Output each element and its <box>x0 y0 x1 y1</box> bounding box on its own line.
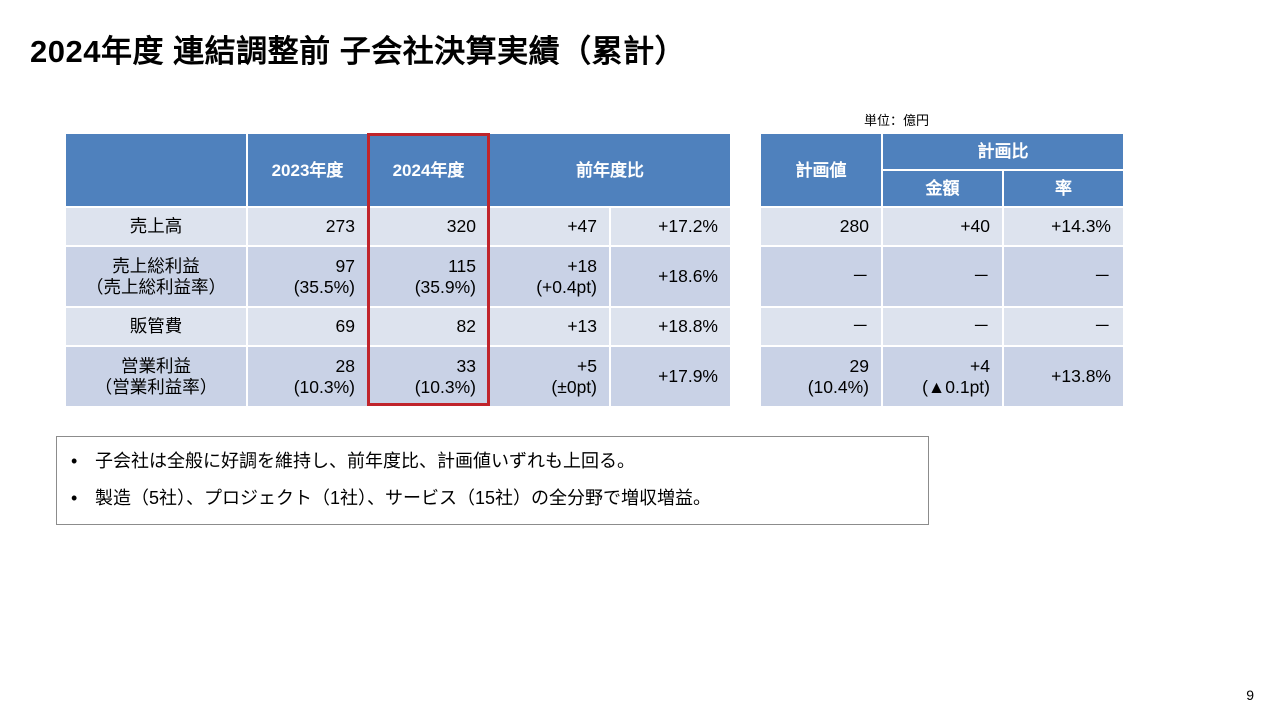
cell-plan: 29 (10.4%) <box>761 346 883 408</box>
table-row: － － － <box>761 307 1125 347</box>
cell-fy2024: 115 (35.9%) <box>368 246 490 308</box>
cell-fy2023: 69 <box>247 307 369 347</box>
cell-yoy-diff: +47 <box>489 207 611 247</box>
header-yoy: 前年度比 <box>489 134 732 208</box>
table-row: 29 (10.4%) +4 (▲0.1pt) +13.8% <box>761 346 1125 408</box>
note-item: • 製造（5社）、プロジェクト（1社）、サービス（15社）の全分野で増収増益。 <box>71 488 928 508</box>
header-rate: 率 <box>1003 170 1125 208</box>
cell-rate: － <box>1003 307 1125 347</box>
note-item: • 子会社は全般に好調を維持し、前年度比、計画値いずれも上回る。 <box>71 451 928 471</box>
cell-yoy-diff: +18 (+0.4pt) <box>489 246 611 308</box>
table-row: 280 +40 +14.3% <box>761 207 1125 247</box>
header-fy2024: 2024年度 <box>368 134 490 208</box>
unit-label: 単位：億円 <box>864 113 930 128</box>
cell-fy2023: 28 (10.3%) <box>247 346 369 408</box>
cell-amount: +4 (▲0.1pt) <box>882 346 1004 408</box>
cell-yoy-pct: +18.6% <box>610 246 732 308</box>
bullet-icon: • <box>71 488 78 508</box>
cell-yoy-diff: +13 <box>489 307 611 347</box>
cell-amount: － <box>882 307 1004 347</box>
row-label: 売上高 <box>66 207 248 247</box>
cell-fy2024: 33 (10.3%) <box>368 346 490 408</box>
cell-amount: +40 <box>882 207 1004 247</box>
row-label: 販管費 <box>66 307 248 347</box>
table-row: 営業利益 （営業利益率） 28 (10.3%) 33 (10.3%) +5 (±0pt)… <box>66 346 732 408</box>
table-row: － － － <box>761 246 1125 308</box>
cell-plan: － <box>761 246 883 308</box>
notes-box: • 子会社は全般に好調を維持し、前年度比、計画値いずれも上回る。 • 製造（5社）、… <box>56 436 929 525</box>
header-fy2023: 2023年度 <box>247 134 369 208</box>
header-plan-value: 計画値 <box>761 134 883 208</box>
note-text: 製造（5社）、プロジェクト（1社）、サービス（15社）の全分野で増収増益。 <box>95 488 712 508</box>
row-label: 営業利益 （営業利益率） <box>66 346 248 408</box>
plan-comparison-table: 計画値 計画比 金額 率 280 +40 +14.3% － － － － － － … <box>761 134 1125 408</box>
cell-yoy-pct: +17.2% <box>610 207 732 247</box>
header-corner <box>66 134 248 208</box>
cell-plan: 280 <box>761 207 883 247</box>
cell-yoy-pct: +17.9% <box>610 346 732 408</box>
results-table: 2023年度 2024年度 前年度比 売上高 273 320 +47 +17.2… <box>66 134 732 408</box>
cell-rate: +14.3% <box>1003 207 1125 247</box>
page-number: 9 <box>1246 687 1254 703</box>
row-label: 売上総利益 （売上総利益率） <box>66 246 248 308</box>
cell-yoy-diff: +5 (±0pt) <box>489 346 611 408</box>
cell-fy2023: 97 (35.5%) <box>247 246 369 308</box>
cell-rate: +13.8% <box>1003 346 1125 408</box>
cell-fy2024: 320 <box>368 207 490 247</box>
cell-rate: － <box>1003 246 1125 308</box>
cell-plan: － <box>761 307 883 347</box>
cell-fy2023: 273 <box>247 207 369 247</box>
bullet-icon: • <box>71 451 78 471</box>
page-title: 2024年度 連結調整前 子会社決算実績（累計） <box>30 34 687 69</box>
table-row: 売上総利益 （売上総利益率） 97 (35.5%) 115 (35.9%) +18 (+… <box>66 246 732 308</box>
cell-amount: － <box>882 246 1004 308</box>
table-row: 売上高 273 320 +47 +17.2% <box>66 207 732 247</box>
table-row: 販管費 69 82 +13 +18.8% <box>66 307 732 347</box>
cell-fy2024: 82 <box>368 307 490 347</box>
header-amount: 金額 <box>882 170 1004 208</box>
cell-yoy-pct: +18.8% <box>610 307 732 347</box>
note-text: 子会社は全般に好調を維持し、前年度比、計画値いずれも上回る。 <box>95 451 635 471</box>
header-plan-ratio: 計画比 <box>882 134 1125 171</box>
